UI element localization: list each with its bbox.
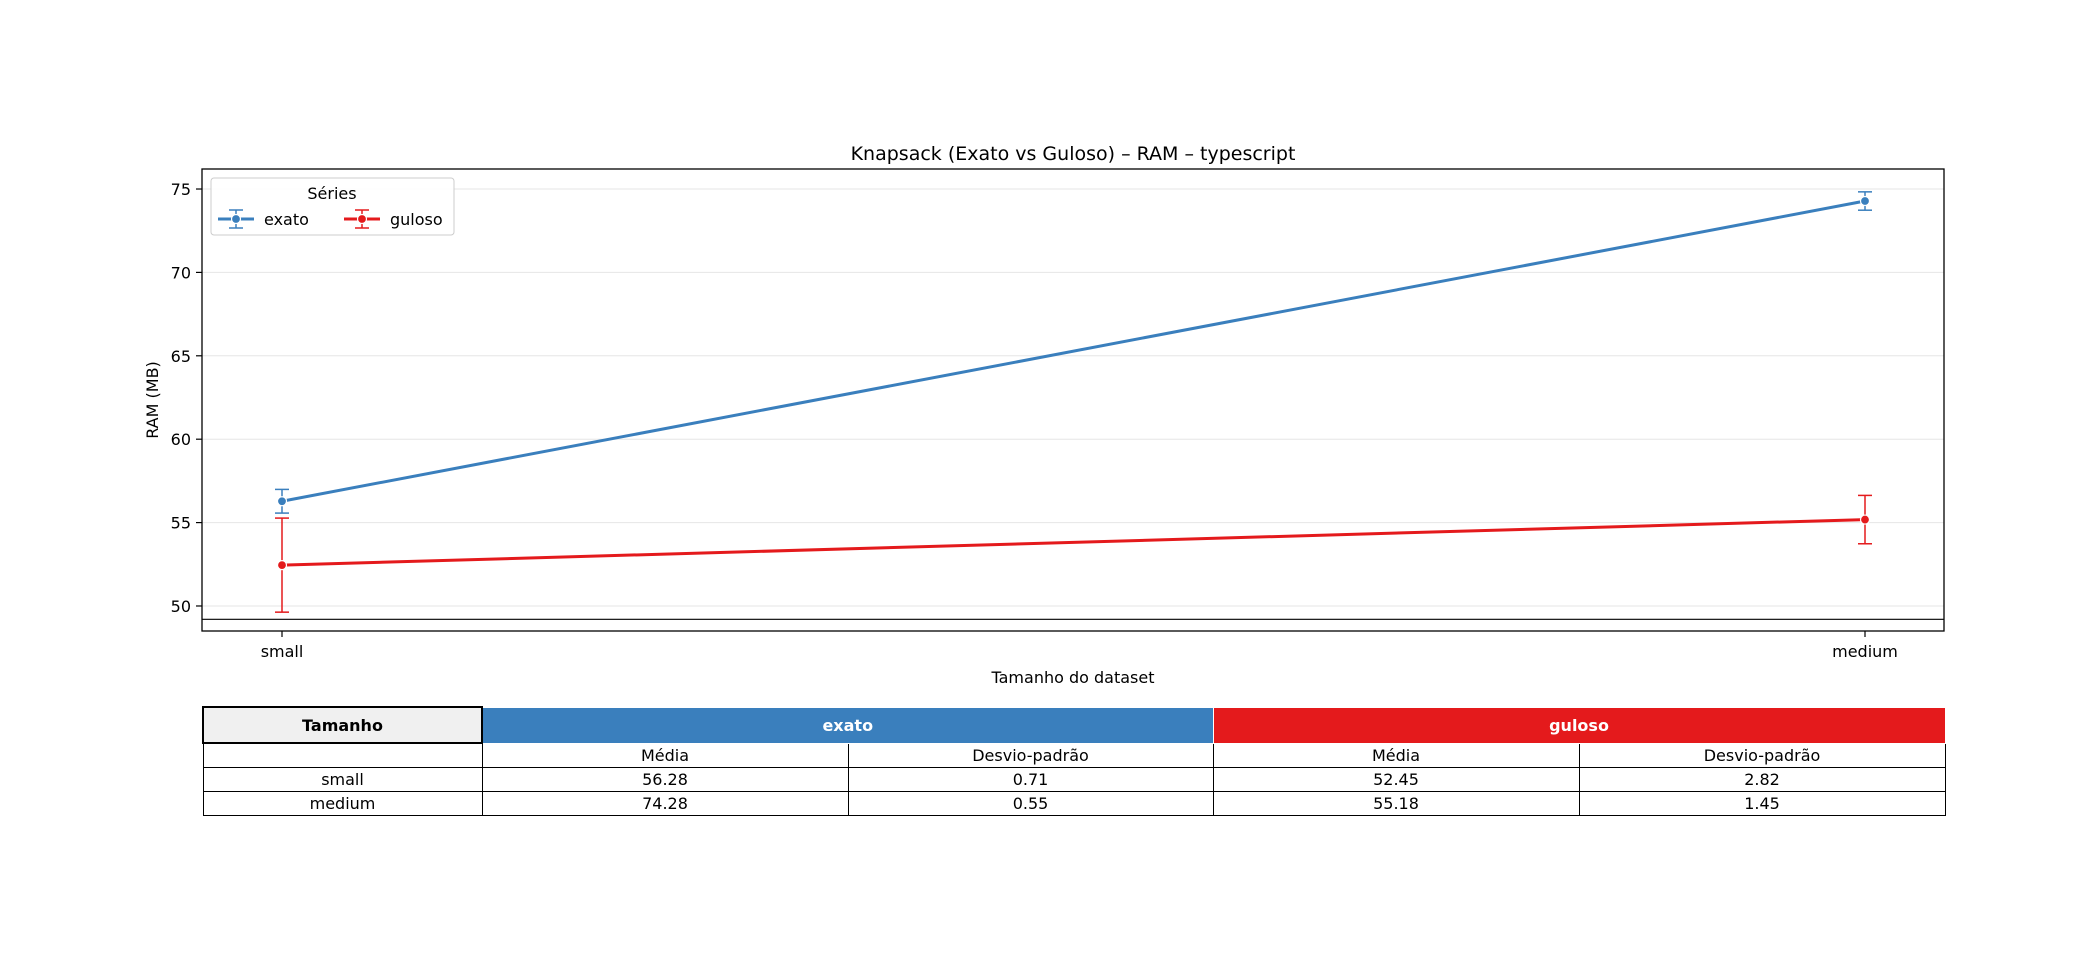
table-row: small 56.28 0.71 52.45 2.82 bbox=[202, 767, 1946, 792]
plot-frame bbox=[201, 168, 1945, 632]
legend-title: Séries bbox=[307, 184, 356, 203]
table-cell: 0.55 bbox=[847, 791, 1214, 816]
header-series-guloso: guloso bbox=[1213, 707, 1946, 743]
subheader-cell: Desvio-padrão bbox=[1578, 742, 1946, 768]
legend: Séries exato guloso bbox=[210, 177, 455, 236]
series-line-exato bbox=[281, 199, 1866, 503]
subheader-cell: Média bbox=[481, 742, 849, 768]
series-guloso bbox=[275, 494, 1872, 613]
table-header-row: Tamanho exato guloso bbox=[202, 706, 1946, 744]
y-tick-label: 70 bbox=[171, 263, 191, 282]
header-tamanho: Tamanho bbox=[202, 706, 483, 744]
table-subheader-row: Média Desvio-padrão Média Desvio-padrão bbox=[202, 742, 1946, 768]
y-tick-label: 50 bbox=[171, 597, 191, 616]
table-cell: 74.28 bbox=[481, 791, 849, 816]
series-layer bbox=[275, 191, 1872, 613]
y-tick-label: 65 bbox=[171, 347, 191, 366]
series-exato bbox=[275, 191, 1872, 514]
table-cell: 56.28 bbox=[481, 767, 849, 792]
header-series-exato: exato bbox=[482, 707, 1214, 743]
table-cell: 0.71 bbox=[847, 767, 1214, 792]
x-ticks: small medium bbox=[261, 631, 1898, 661]
data-point bbox=[276, 560, 288, 571]
y-tick-label: 60 bbox=[171, 430, 191, 449]
table-cell: medium bbox=[202, 791, 483, 816]
legend-item-guloso: guloso bbox=[344, 209, 443, 229]
data-point bbox=[276, 496, 288, 507]
y-axis-label: RAM (MB) bbox=[143, 361, 162, 439]
table-row: medium 74.28 0.55 55.18 1.45 bbox=[202, 791, 1946, 816]
stats-table: Tamanho exato guloso Média Desvio-padrão… bbox=[202, 706, 1946, 816]
table-cell: 2.82 bbox=[1578, 767, 1946, 792]
x-axis-label: Tamanho do dataset bbox=[991, 668, 1155, 687]
legend-swatch-marker bbox=[230, 213, 242, 225]
legend-label: exato bbox=[264, 210, 309, 229]
subheader-cell: Desvio-padrão bbox=[847, 742, 1214, 768]
table-cell: 1.45 bbox=[1578, 791, 1946, 816]
chart-title: Knapsack (Exato vs Guloso) – RAM – types… bbox=[851, 143, 1296, 165]
table-cell: small bbox=[202, 767, 483, 792]
x-tick-label: medium bbox=[1832, 642, 1898, 661]
grid bbox=[202, 188, 1944, 607]
subheader-cell: Média bbox=[1212, 742, 1580, 768]
data-point bbox=[1859, 195, 1871, 207]
data-point bbox=[1859, 514, 1871, 525]
legend-item-exato: exato bbox=[218, 209, 309, 229]
y-ticks: 50 55 60 65 70 75 bbox=[171, 180, 202, 616]
legend-items: exato guloso bbox=[218, 209, 443, 229]
series-line-guloso bbox=[281, 518, 1866, 567]
legend-box bbox=[210, 177, 455, 236]
table-cell: 52.45 bbox=[1212, 767, 1580, 792]
legend-label: guloso bbox=[390, 210, 443, 229]
y-tick-label: 55 bbox=[171, 514, 191, 533]
subheader-cell bbox=[202, 742, 483, 768]
legend-swatch-marker bbox=[356, 213, 368, 225]
table-cell: 55.18 bbox=[1212, 791, 1580, 816]
x-tick-label: small bbox=[261, 642, 304, 661]
y-tick-label: 75 bbox=[171, 180, 191, 199]
